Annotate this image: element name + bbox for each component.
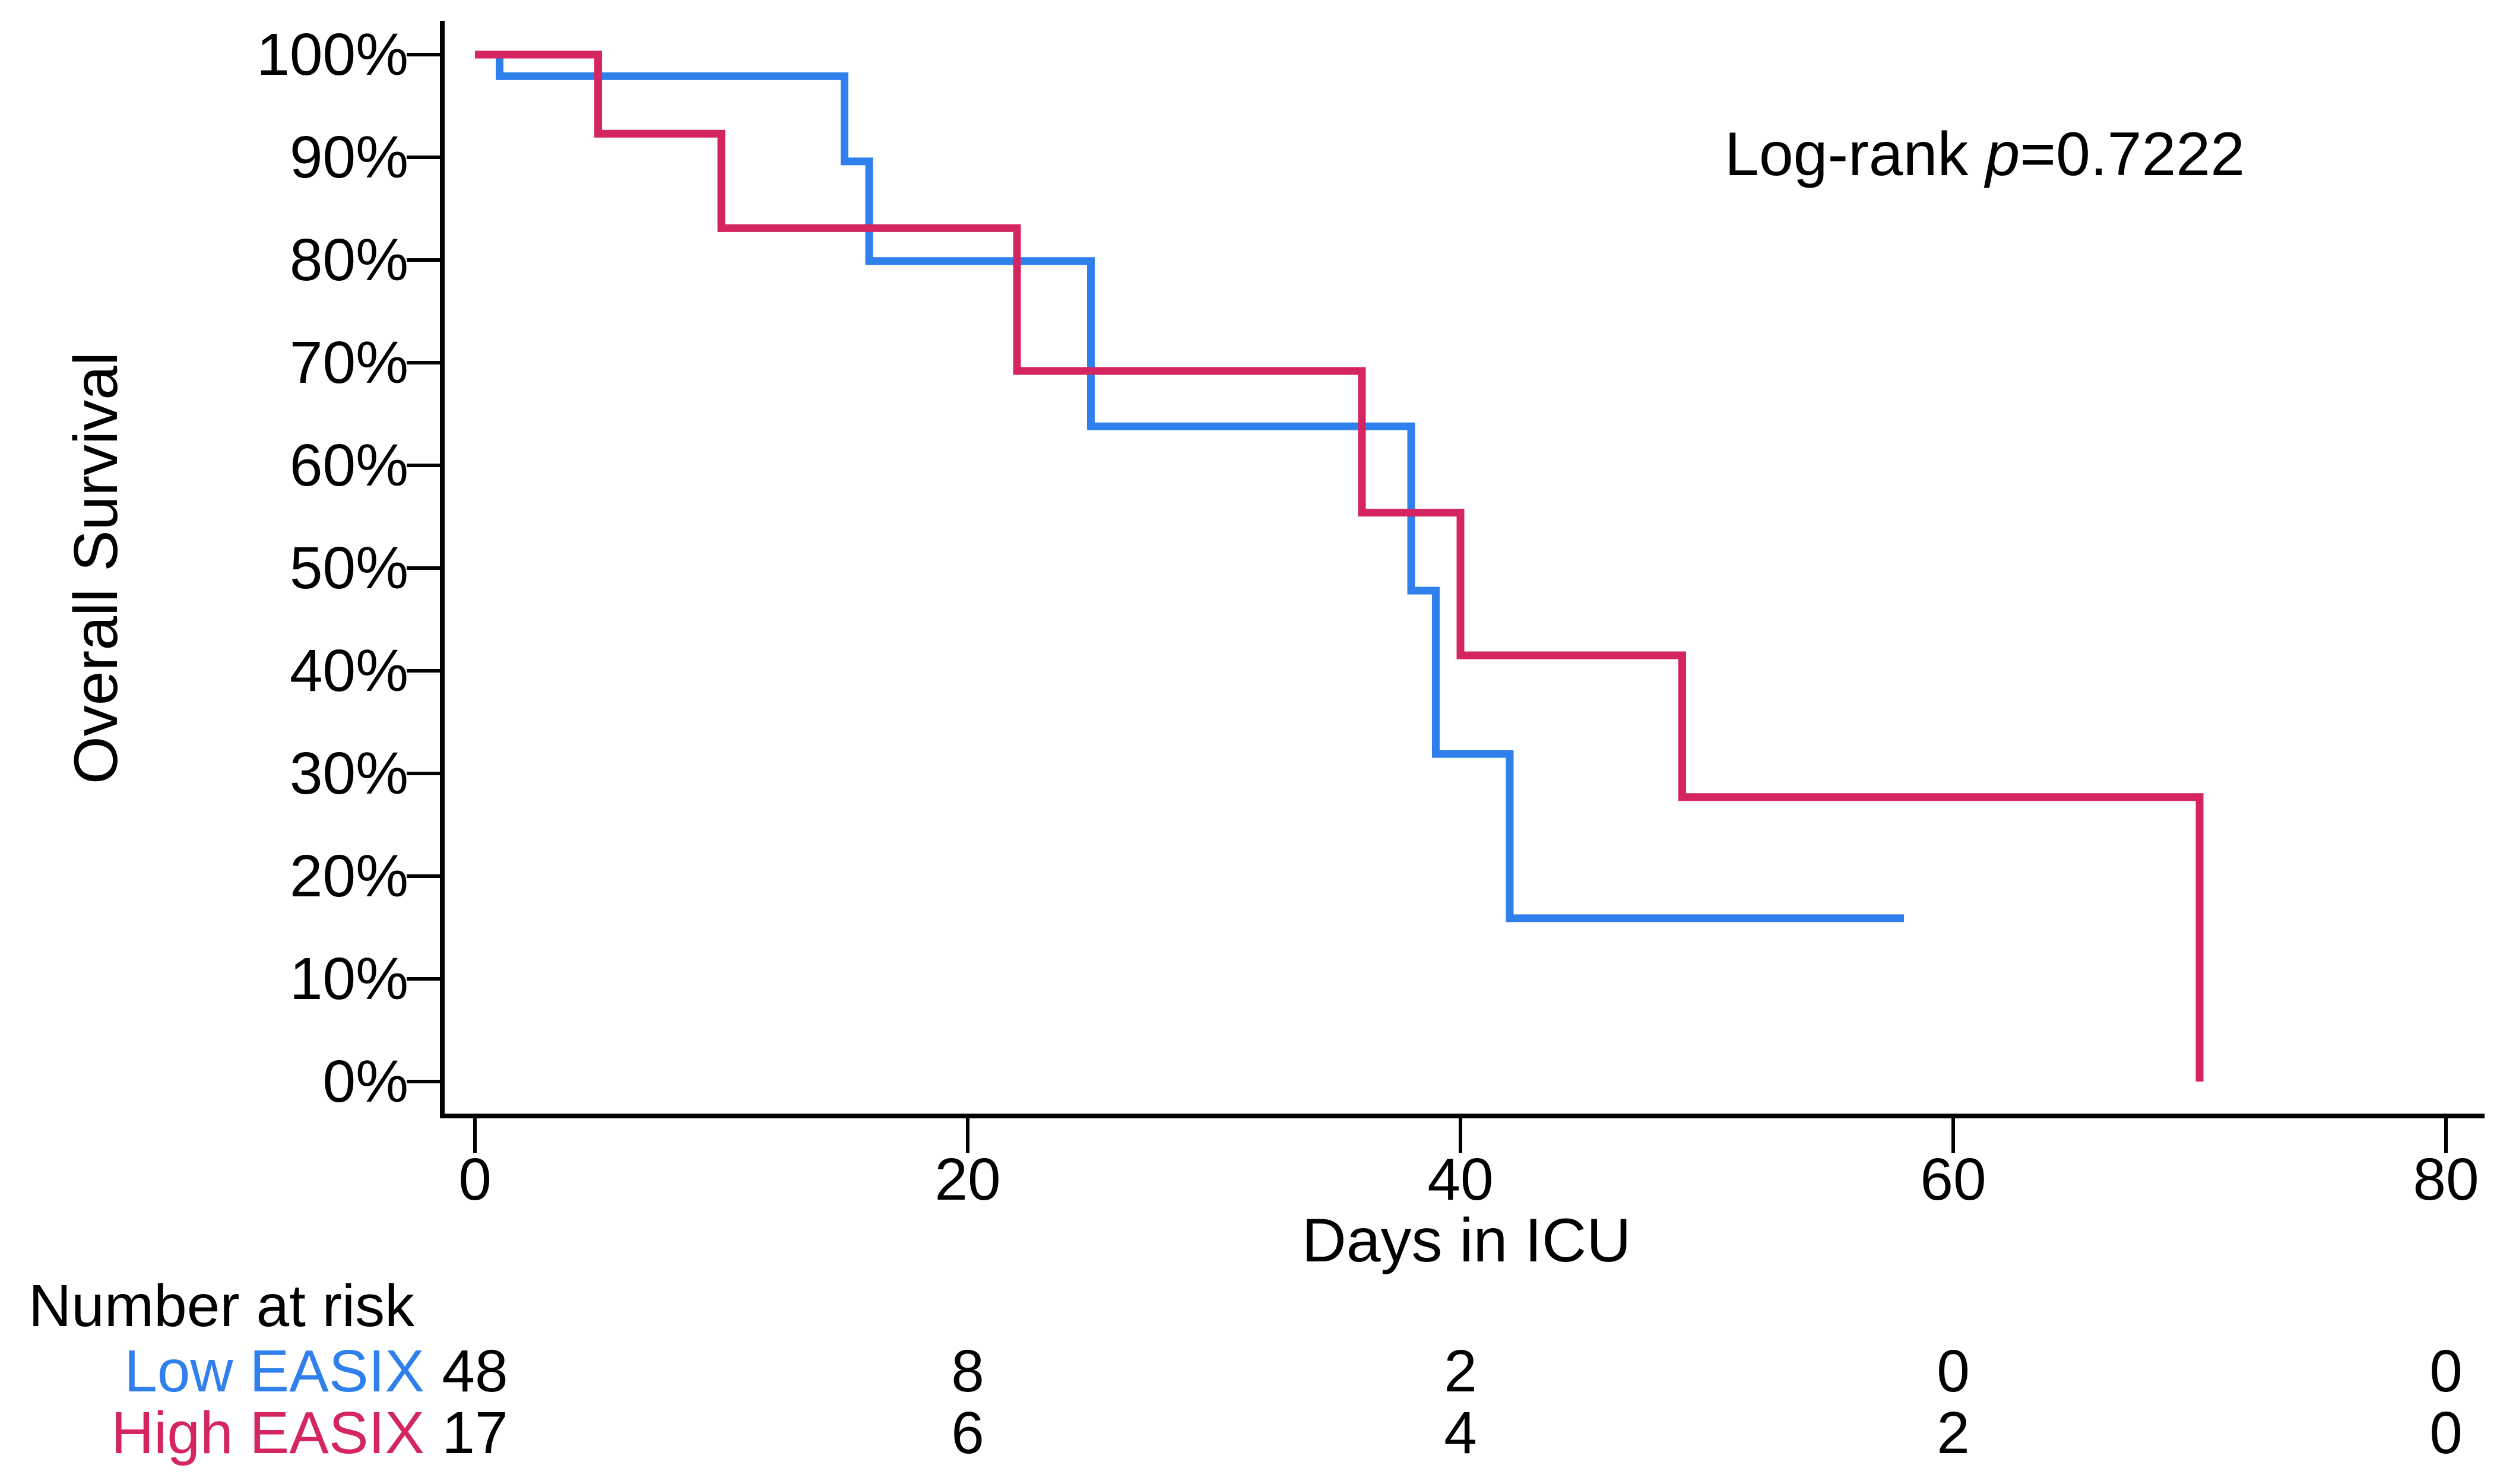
y-tick-label: 80% — [289, 227, 408, 293]
x-tick-label: 20 — [934, 1146, 1001, 1213]
risk-value: 0 — [2429, 1400, 2463, 1466]
y-tick-label: 90% — [289, 124, 408, 191]
risk-row-label-low-easix: Low EASIX — [124, 1338, 424, 1404]
risk-value: 6 — [951, 1400, 984, 1466]
risk-row-label-high-easix: High EASIX — [110, 1400, 424, 1466]
x-tick-label: 0 — [458, 1146, 492, 1213]
x-tick-label: 60 — [1920, 1146, 1986, 1213]
survival-curve-low-easix — [475, 50, 1904, 922]
y-tick-label: 20% — [289, 843, 408, 909]
risk-value: 2 — [1937, 1400, 1970, 1466]
risk-value: 2 — [1444, 1338, 1477, 1404]
y-tick-label: 100% — [256, 21, 408, 88]
y-tick-label: 40% — [289, 638, 408, 704]
risk-table-title: Number at risk — [28, 1273, 415, 1339]
y-tick-label: 70% — [289, 329, 408, 396]
y-axis-title: Overall Survival — [62, 351, 131, 785]
risk-value: 17 — [442, 1400, 508, 1466]
log-rank-p-symbol: p — [1985, 120, 2020, 189]
survival-curve-high-easix — [475, 50, 2204, 1082]
risk-value: 4 — [1444, 1400, 1477, 1466]
risk-value: 48 — [442, 1338, 508, 1404]
risk-value: 8 — [951, 1338, 984, 1404]
x-axis-title: Days in ICU — [1301, 1206, 1631, 1275]
log-rank-value: =0.7222 — [2020, 120, 2245, 189]
log-rank-annotation: Log-rank p=0.7222 — [1725, 118, 2245, 191]
y-tick-label: 10% — [289, 946, 408, 1012]
x-tick-label: 40 — [1427, 1146, 1494, 1213]
risk-value: 0 — [1937, 1338, 1970, 1404]
y-tick-label: 0% — [322, 1048, 408, 1115]
risk-value: 0 — [2429, 1338, 2463, 1404]
y-tick-label: 50% — [289, 535, 408, 601]
log-rank-prefix: Log-rank — [1725, 120, 1986, 189]
y-tick-label: 60% — [289, 432, 408, 499]
y-tick-label: 30% — [289, 740, 408, 807]
x-tick-label: 80 — [2413, 1146, 2479, 1213]
